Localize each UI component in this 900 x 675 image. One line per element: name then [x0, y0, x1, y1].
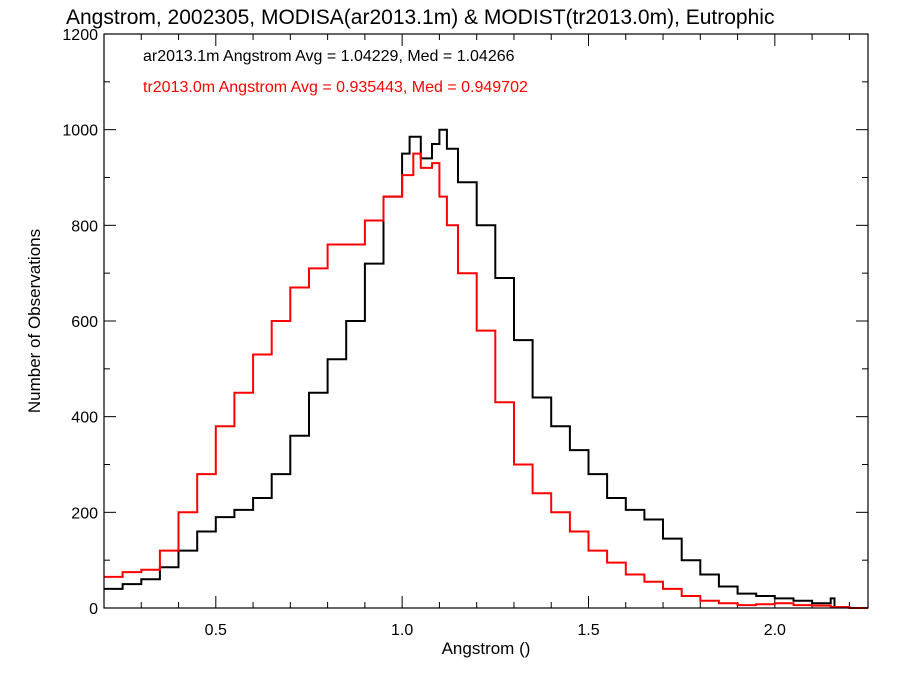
- y-tick-label: 1000: [62, 123, 98, 140]
- series-line-tr2013-0m: [104, 152, 868, 609]
- y-tick-label: 1200: [62, 27, 98, 44]
- y-tick-label: 200: [71, 505, 98, 522]
- x-tick-label: 1.0: [391, 622, 413, 639]
- y-tick-label: 400: [71, 410, 98, 427]
- y-tick-label: 0: [89, 601, 98, 618]
- series-line-ar2013-1m: [104, 128, 836, 608]
- x-tick-label: 0.5: [205, 622, 227, 639]
- y-tick-label: 600: [71, 314, 98, 331]
- series-a-annotation: ar2013.1m Angstrom Avg = 1.04229, Med = …: [143, 48, 515, 65]
- x-axis-label: Angstrom (): [442, 639, 531, 658]
- x-tick-label: 1.5: [577, 622, 599, 639]
- y-tick-label: 800: [71, 218, 98, 235]
- x-tick-label: 2.0: [764, 622, 786, 639]
- y-axis-ticks: 0 200 400 600 800 1000 1200: [62, 27, 868, 618]
- chart-title: Angstrom, 2002305, MODISA(ar2013.1m) & M…: [66, 6, 774, 29]
- plot-frame: [103, 33, 869, 609]
- series-b-annotation: tr2013.0m Angstrom Avg = 0.935443, Med =…: [143, 79, 528, 96]
- y-axis-label: Number of Observations: [25, 229, 44, 413]
